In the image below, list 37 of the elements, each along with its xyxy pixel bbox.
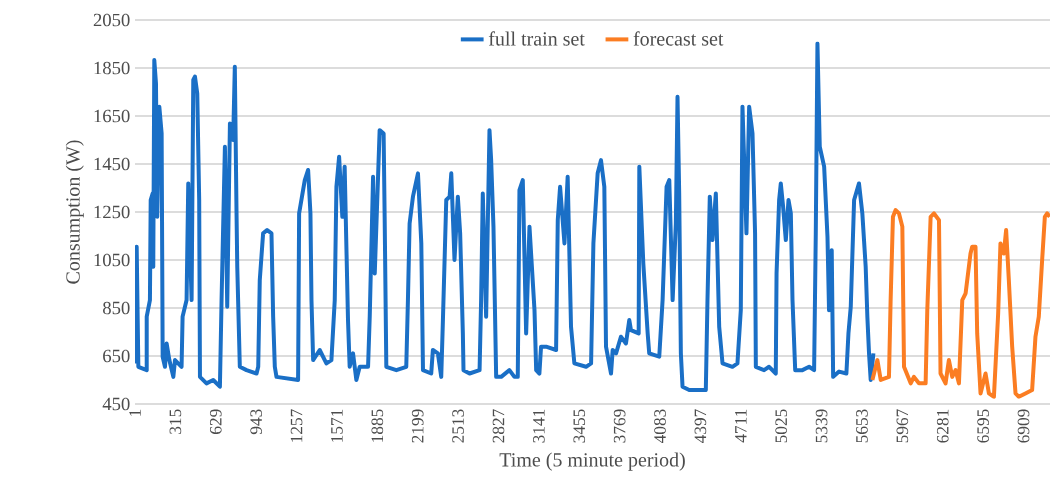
y-tick-label: 1850 xyxy=(94,61,130,75)
y-tick-label: 1250 xyxy=(94,205,130,219)
x-tick-label: 5339 xyxy=(815,409,828,443)
y-axis-title: Consumption (W) xyxy=(65,140,84,284)
legend-label: forecast set xyxy=(633,31,724,46)
y-tick-label: 450 xyxy=(102,397,130,411)
x-tick-label: 1571 xyxy=(331,409,343,442)
x-tick-label: 3141 xyxy=(533,409,545,443)
x-tick-label: 5653 xyxy=(856,409,868,443)
x-tick-label: 4397 xyxy=(694,409,707,444)
y-tick-label: 1050 xyxy=(94,253,130,267)
y-tick-label: 1450 xyxy=(94,157,130,171)
x-tick-label: 2513 xyxy=(452,409,464,443)
x-tick-label: 2199 xyxy=(411,409,424,443)
x-axis-title: Time (5 minute period) xyxy=(499,452,685,471)
x-tick-label: 6281 xyxy=(936,409,949,443)
x-tick-label: 4083 xyxy=(654,409,666,444)
x-tick-label: 5025 xyxy=(775,409,788,443)
y-tick-label: 2050 xyxy=(93,13,130,27)
legend-label: full train set xyxy=(488,31,585,46)
x-tick-label: 2827 xyxy=(492,409,505,443)
x-tick-label: 1885 xyxy=(371,409,384,442)
y-tick-label: 850 xyxy=(103,301,130,315)
x-tick-label: 629 xyxy=(209,409,222,434)
x-tick-label: 3769 xyxy=(613,409,626,443)
y-tick-label: 650 xyxy=(103,349,130,363)
x-tick-label: 1 xyxy=(129,409,141,416)
x-tick-label: 943 xyxy=(250,409,262,435)
line-series xyxy=(870,208,1050,399)
x-tick-label: 4711 xyxy=(735,409,747,443)
x-tick-label: 3455 xyxy=(573,409,586,443)
x-tick-label: 1257 xyxy=(290,409,303,442)
x-tick-label: 6595 xyxy=(977,409,989,443)
y-tick-label: 1650 xyxy=(94,109,130,123)
x-tick-label: 5967 xyxy=(896,409,909,443)
x-tick-label: 6909 xyxy=(1017,409,1030,443)
x-tick-label: 315 xyxy=(169,409,182,434)
